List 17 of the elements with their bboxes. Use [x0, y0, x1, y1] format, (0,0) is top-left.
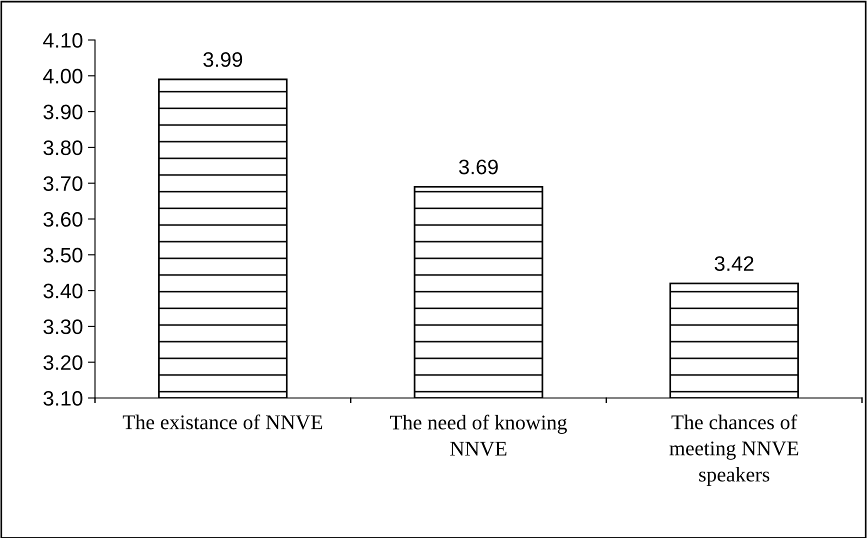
- y-tick-label: 3.20: [43, 355, 82, 370]
- y-tick-label: 3.40: [43, 284, 82, 298]
- y-tick-label: 3.30: [43, 319, 82, 334]
- data-label: 3.69: [459, 160, 498, 174]
- y-tick-label: 3.90: [43, 104, 82, 120]
- y-tick-label: 3.10: [43, 391, 82, 406]
- y-tick-label: 3.60: [43, 212, 82, 227]
- x-tick-label: The chances of meeting NNVE speakers: [670, 414, 798, 486]
- x-tick-label: The need of knowing NNVE: [390, 414, 567, 456]
- y-tick-label: 3.70: [43, 176, 82, 191]
- x-tick-label: The existance of NNVE: [122, 414, 322, 430]
- data-label: 3.99: [203, 52, 242, 67]
- data-label: 3.42: [714, 256, 754, 271]
- y-tick-label: 4.10: [43, 33, 82, 48]
- y-tick-label: 3.80: [43, 140, 82, 156]
- y-tick-label: 3.50: [43, 248, 82, 263]
- y-tick-label: 4.00: [43, 68, 82, 84]
